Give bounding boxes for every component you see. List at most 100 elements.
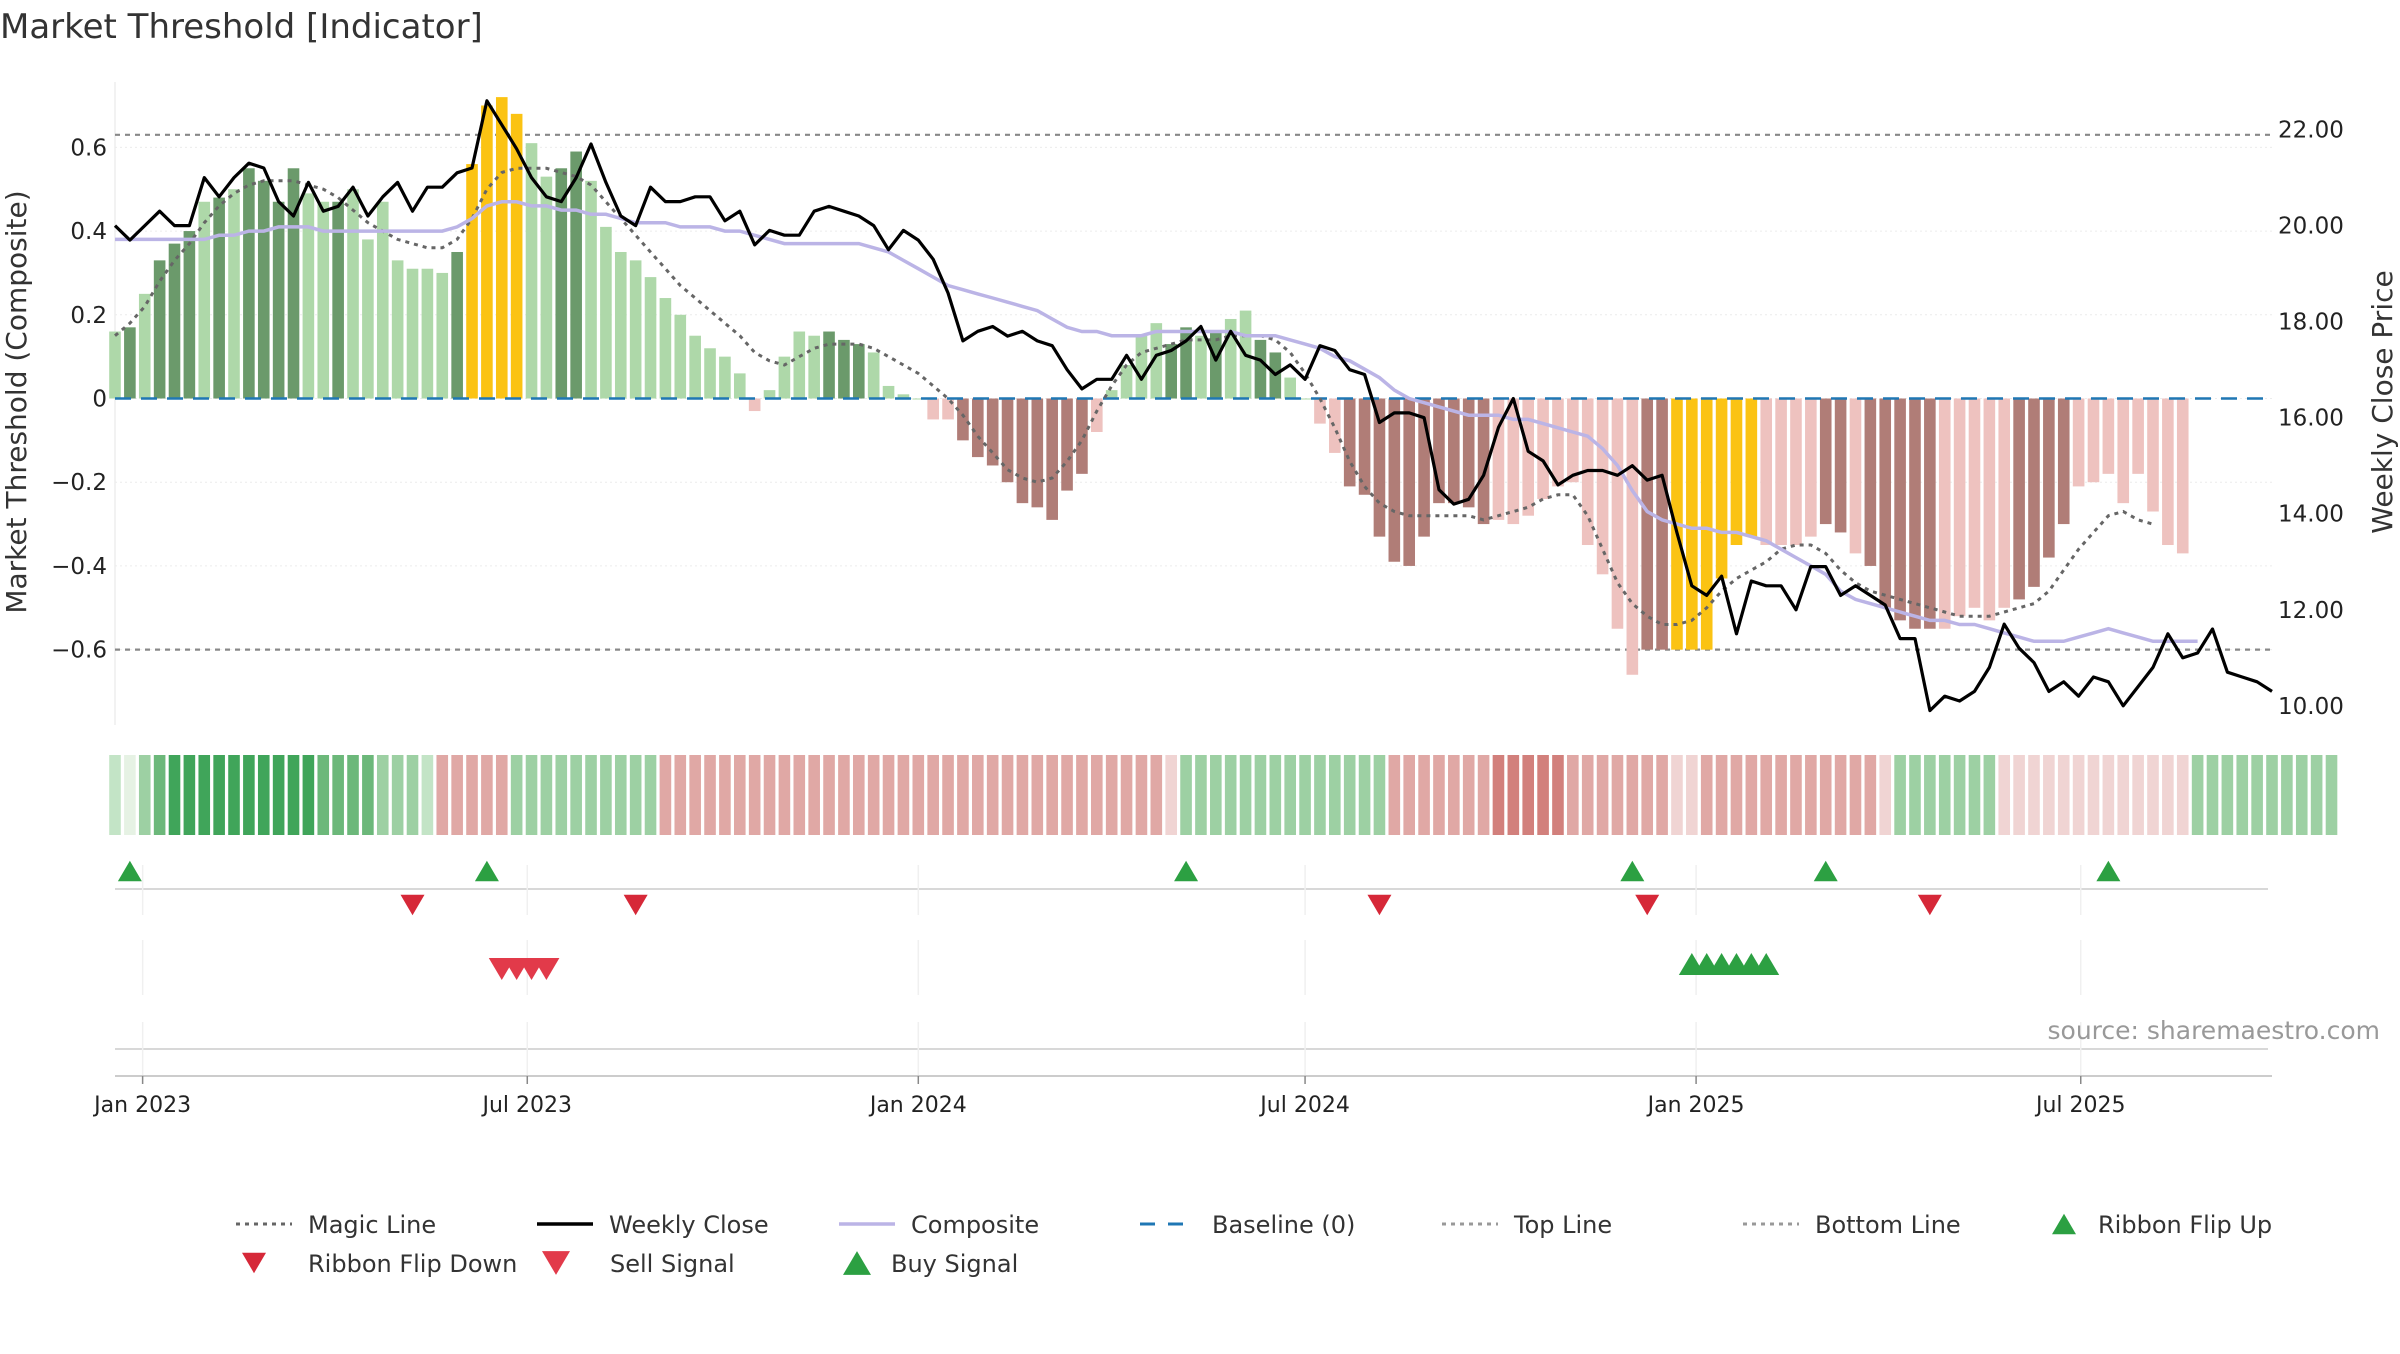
composite-bar: [272, 201, 285, 399]
composite-bar: [971, 398, 984, 458]
ribbon-cell: [302, 755, 315, 835]
composite-bar: [1299, 398, 1311, 400]
composite-bar: [1715, 398, 1728, 579]
ribbon-cell: [1819, 755, 1832, 835]
legend-label: Composite: [911, 1211, 1039, 1239]
composite-bar: [1403, 398, 1416, 566]
y-tick-label: 0: [92, 387, 107, 413]
ribbon-cell: [1552, 755, 1564, 835]
ribbon-cell: [2117, 755, 2130, 835]
composite-bar: [1819, 398, 1832, 525]
y-axis-ticks: 0.6 0.4 0.2 0 −0.2 −0.4 −0.6: [51, 135, 107, 663]
ribbon-cell: [2266, 755, 2278, 835]
ribbon-cell: [1641, 755, 1654, 835]
composite-bar: [109, 331, 121, 399]
ribbon-cell: [1254, 755, 1267, 835]
composite-bar: [1135, 335, 1148, 399]
ribbon-cell: [2325, 755, 2338, 835]
composite-bar: [243, 168, 255, 399]
legend-swatch: [2052, 1213, 2076, 1235]
y-tick-label: 0.4: [70, 219, 107, 245]
composite-bar: [168, 243, 181, 399]
composite-bar: [778, 356, 791, 399]
signal-markers: [115, 860, 2268, 1075]
ribbon-cell: [287, 755, 300, 835]
ribbon-cell: [510, 755, 523, 835]
ribbon-cell: [867, 755, 880, 835]
composite-bar: [704, 348, 716, 399]
composite-bar: [1567, 398, 1579, 483]
composite-bar: [689, 335, 701, 399]
y2-tick-label: 10.00: [2278, 694, 2344, 720]
composite-bar: [808, 335, 820, 399]
composite-bar: [213, 197, 225, 399]
composite-bar: [376, 201, 389, 399]
ribbon-cell: [362, 755, 374, 835]
ribbon-cell: [2013, 755, 2025, 835]
ribbon-cell: [1477, 755, 1490, 835]
buy-signal-marker: [1753, 952, 1780, 976]
ribbon-cell: [272, 755, 285, 835]
ribbon-flip-down-marker: [400, 894, 425, 916]
ribbon-cell: [1284, 755, 1296, 835]
composite-bar: [1329, 398, 1341, 453]
composite-bar: [1180, 327, 1192, 399]
ribbon-cell: [748, 755, 761, 835]
composite-bar: [1195, 335, 1207, 399]
ribbon-cell: [1790, 755, 1802, 835]
ribbon-cell: [124, 755, 136, 835]
composite-bar: [570, 151, 582, 399]
composite-bar: [674, 314, 687, 399]
ribbon-cell: [1120, 755, 1133, 835]
ribbon-cell: [852, 755, 865, 835]
composite-bar: [927, 398, 939, 420]
composite-bar: [466, 164, 478, 399]
ribbon-cell: [570, 755, 582, 835]
ribbon-cell: [2147, 755, 2159, 835]
chart-title: Market Threshold [Indicator]: [0, 7, 483, 47]
ribbon-cell: [733, 755, 746, 835]
composite-bar: [302, 193, 315, 399]
composite-bar: [555, 168, 568, 399]
ribbon-cell: [168, 755, 181, 835]
composite-bar: [1388, 398, 1401, 562]
legend-item: Ribbon Flip Up: [2052, 1211, 2272, 1239]
composite-bar: [1314, 398, 1326, 424]
ribbon-cell: [1388, 755, 1401, 835]
y2-tick-label: 14.00: [2278, 502, 2344, 528]
ribbon-cell: [838, 755, 850, 835]
ribbon-cell: [421, 755, 434, 835]
y2-tick-label: 22.00: [2278, 118, 2344, 144]
ribbon-cell: [629, 755, 642, 835]
y2-tick-label: 20.00: [2278, 214, 2344, 240]
ribbon-cell: [1210, 755, 1222, 835]
composite-bar: [1745, 398, 1758, 537]
ribbon-cell: [1016, 755, 1029, 835]
ribbon-cell: [778, 755, 791, 835]
ribbon-cell: [2295, 755, 2308, 835]
composite-bar: [585, 180, 597, 399]
ribbon-cell: [1567, 755, 1579, 835]
ribbon-cell: [763, 755, 776, 835]
composite-bar: [1418, 398, 1430, 537]
composite-bar: [495, 97, 508, 399]
ribbon-cell: [2087, 755, 2100, 835]
composite-bar: [1061, 398, 1073, 491]
ribbon-cell: [376, 755, 389, 835]
composite-bar: [1001, 398, 1014, 483]
composite-bar: [1641, 398, 1654, 650]
composite-bar: [1165, 344, 1177, 399]
ribbon-cell: [1834, 755, 1847, 835]
ribbon-cell: [1656, 755, 1668, 835]
composite-bar: [986, 398, 999, 466]
y2-tick-label: 12.00: [2278, 598, 2344, 624]
legend-label: Ribbon Flip Down: [308, 1250, 517, 1278]
composite-bar: [733, 373, 746, 399]
ribbon-cell: [1061, 755, 1073, 835]
ribbon-cell: [957, 755, 969, 835]
ribbon-cell: [391, 755, 404, 835]
composite-bar: [1849, 398, 1862, 554]
composite-line: [115, 200, 2198, 644]
ribbon-cell: [2043, 755, 2055, 835]
composite-bar: [198, 201, 211, 399]
